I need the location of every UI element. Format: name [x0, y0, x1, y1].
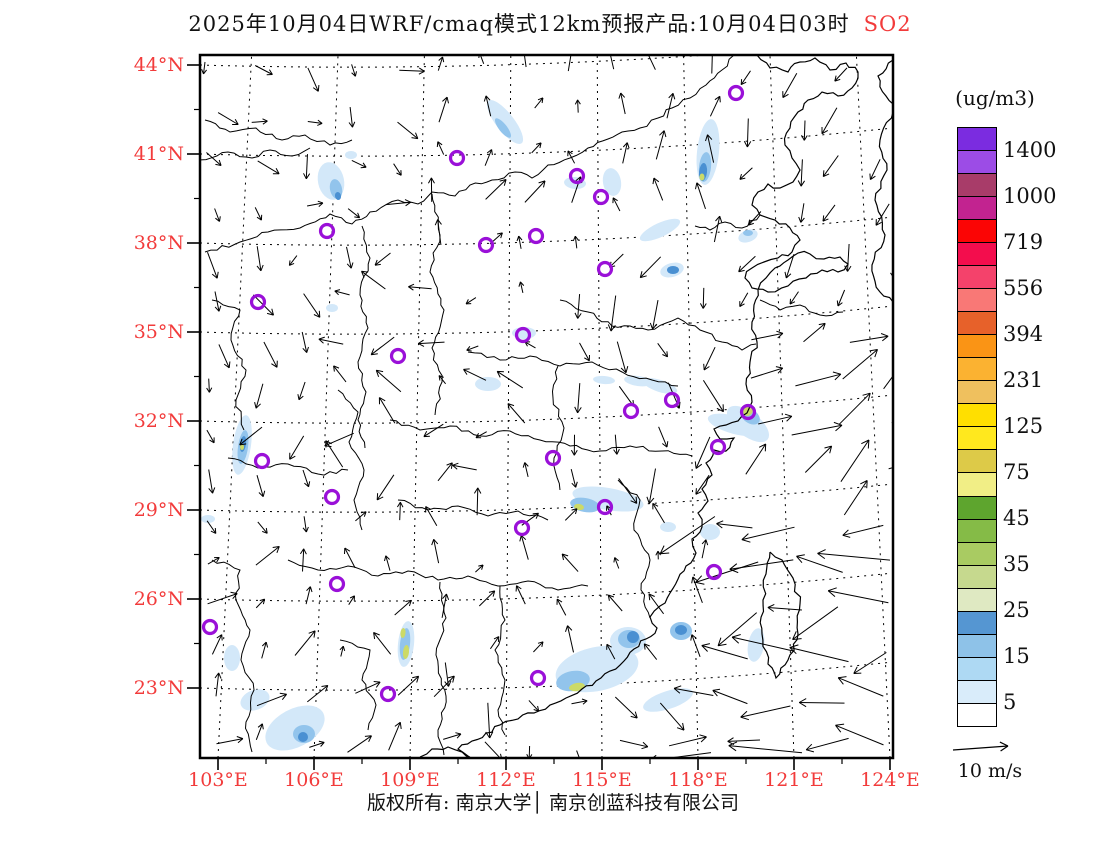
city-markers [201, 84, 757, 703]
colorbar [957, 127, 997, 727]
colorbar-cell [958, 496, 996, 520]
wind-arrows [201, 56, 892, 757]
colorbar-tick-label: 394 [1003, 322, 1044, 346]
colorbar-tick-label: 231 [1003, 368, 1044, 392]
colorbar-unit-label: (ug/m3) [955, 86, 1035, 110]
lon-axis-label: 106°E [284, 769, 344, 791]
colorbar-cell [958, 450, 996, 474]
colorbar-cell [958, 565, 996, 589]
colorbar-cell [958, 680, 996, 704]
coastline [419, 56, 892, 757]
page-title: 2025年10月04日WRF/cmaq模式12km预报产品:10月04日03时 S… [0, 8, 1100, 38]
colorbar-tick-label: 1400 [1003, 138, 1057, 162]
colorbar-cell [958, 381, 996, 405]
colorbar-cell [958, 473, 996, 497]
colorbar-tick-label: 75 [1003, 460, 1030, 484]
colorbar-cell [958, 519, 996, 543]
colorbar-cell [958, 335, 996, 359]
copyright-text: 版权所有: 南京大学│ 南京创蓝科技有限公司 [367, 792, 739, 814]
colorbar-tick-label: 125 [1003, 414, 1044, 438]
lon-axis-label: 118°E [668, 769, 728, 791]
colorbar-cell [958, 197, 996, 221]
lat-axis-label: 44°N [133, 54, 184, 76]
title-species: SO2 [863, 12, 912, 36]
colorbar-cell [958, 266, 996, 290]
colorbar-tick-label: 35 [1003, 552, 1030, 576]
wind-scale-label: 10 m/s [957, 760, 1023, 782]
title-text: 2025年10月04日WRF/cmaq模式12km预报产品:10月04日03时 [188, 12, 850, 36]
lon-axis-label: 109°E [380, 769, 440, 791]
colorbar-tick-label: 25 [1003, 598, 1030, 622]
colorbar-cell [958, 404, 996, 428]
colorbar-tick-label: 45 [1003, 506, 1030, 530]
colorbar-cell [958, 312, 996, 336]
lon-axis-label: 124°E [860, 769, 920, 791]
colorbar-cell [958, 243, 996, 267]
colorbar-cell [958, 427, 996, 451]
lat-axis-label: 35°N [133, 321, 184, 343]
lat-axis-label: 38°N [133, 232, 184, 254]
colorbar-cell [958, 703, 996, 726]
colorbar-cell [958, 634, 996, 658]
colorbar-cell [958, 174, 996, 198]
colorbar-cell [958, 220, 996, 244]
lat-axis-label: 26°N [133, 588, 184, 610]
colorbar-tick-label: 556 [1003, 276, 1044, 300]
lat-axis-label: 41°N [133, 143, 184, 165]
colorbar-cell [958, 588, 996, 612]
wind-scale-arrow [952, 741, 1009, 752]
lat-axis-label: 29°N [133, 499, 184, 521]
lat-axis-label: 32°N [133, 410, 184, 432]
colorbar-cell [958, 289, 996, 313]
lon-axis-label: 121°E [764, 769, 824, 791]
lon-axis-label: 115°E [572, 769, 632, 791]
colorbar-cell [958, 542, 996, 566]
colorbar-cell [958, 151, 996, 175]
lat-axis-label: 23°N [133, 677, 184, 699]
lon-axis-label: 112°E [476, 769, 536, 791]
colorbar-cell [958, 611, 996, 635]
colorbar-cell [958, 128, 996, 152]
colorbar-cell [958, 657, 996, 681]
colorbar-tick-label: 719 [1003, 230, 1044, 254]
colorbar-cell [958, 358, 996, 382]
lon-axis-label: 103°E [188, 769, 248, 791]
so2-concentration-patches [201, 100, 770, 751]
colorbar-tick-label: 1000 [1003, 184, 1057, 208]
colorbar-tick-label: 5 [1003, 690, 1017, 714]
province-boundaries [201, 56, 844, 756]
map-frame [187, 53, 895, 770]
colorbar-tick-label: 15 [1003, 644, 1030, 668]
